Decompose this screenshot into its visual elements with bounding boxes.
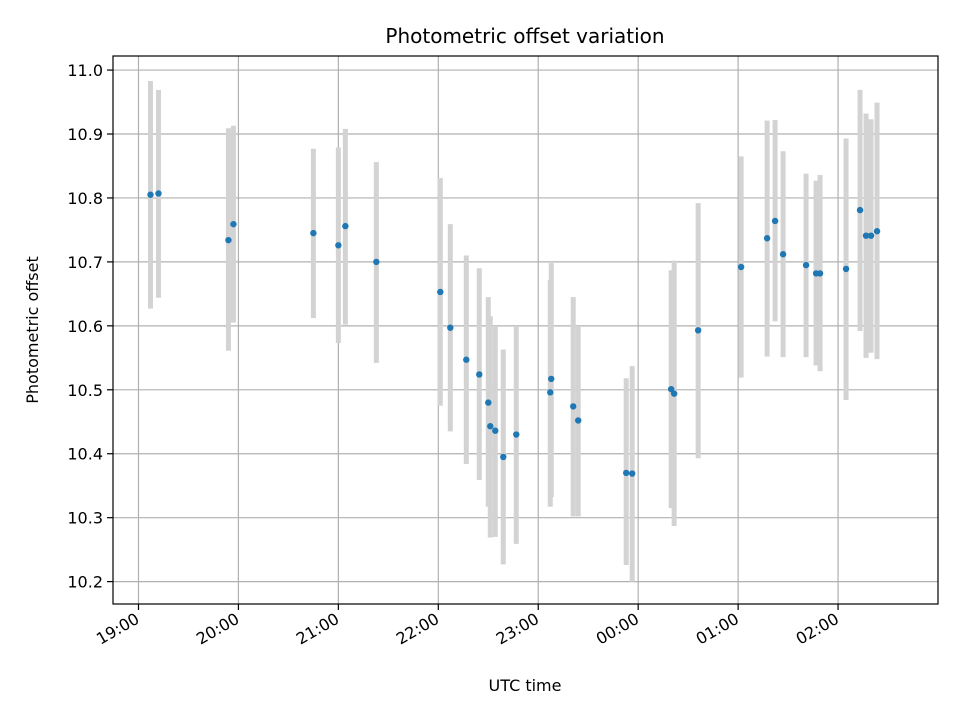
data-point xyxy=(373,258,380,266)
y-tick-label: 10.9 xyxy=(67,125,103,144)
data-point xyxy=(570,403,577,410)
data-point xyxy=(856,206,864,214)
chart-title: Photometric offset variation xyxy=(385,24,664,48)
data-point xyxy=(230,220,237,228)
data-point xyxy=(862,232,870,239)
data-points xyxy=(147,190,881,477)
x-axis-label: UTC time xyxy=(489,676,562,695)
data-point xyxy=(816,270,824,277)
y-tick-label: 10.6 xyxy=(67,317,103,336)
data-point xyxy=(463,356,470,363)
grid xyxy=(113,56,938,604)
data-point xyxy=(500,453,507,461)
data-point xyxy=(310,229,317,237)
data-point xyxy=(513,431,520,438)
data-point xyxy=(771,217,779,225)
data-point xyxy=(225,236,232,244)
data-point xyxy=(547,389,554,396)
data-point xyxy=(485,399,492,406)
data-point xyxy=(867,232,875,239)
data-point xyxy=(548,375,555,383)
data-point xyxy=(694,327,702,334)
data-point xyxy=(487,423,494,430)
data-point xyxy=(155,190,162,197)
data-point xyxy=(335,242,342,249)
y-tick-label: 10.4 xyxy=(67,445,103,464)
y-tick-label: 10.3 xyxy=(67,509,103,528)
data-point xyxy=(802,261,810,269)
data-point xyxy=(737,263,745,271)
data-point xyxy=(622,469,630,477)
y-tick-label: 11.0 xyxy=(67,61,103,80)
y-tick-label: 10.7 xyxy=(67,253,103,272)
data-point xyxy=(437,288,444,296)
data-point xyxy=(476,371,483,378)
data-point xyxy=(147,191,154,198)
data-point xyxy=(763,235,771,242)
data-point xyxy=(628,470,636,477)
plot-frame xyxy=(112,55,939,605)
data-point xyxy=(575,417,582,424)
data-point xyxy=(842,265,850,273)
data-point xyxy=(873,228,881,235)
y-tick-label: 10.5 xyxy=(67,381,103,400)
data-point xyxy=(447,324,454,331)
y-axis-label: Photometric offset xyxy=(23,256,42,404)
y-tick-label: 10.2 xyxy=(67,573,103,592)
data-point xyxy=(342,222,349,230)
data-point xyxy=(779,251,787,258)
data-point xyxy=(492,427,499,434)
data-point xyxy=(670,390,678,397)
y-tick-label: 10.8 xyxy=(67,189,103,208)
y-axis-ticks: 10.2 10.3 10.4 10.5 10.6 10.7 10.8 10.9 11.0 xyxy=(67,61,113,592)
